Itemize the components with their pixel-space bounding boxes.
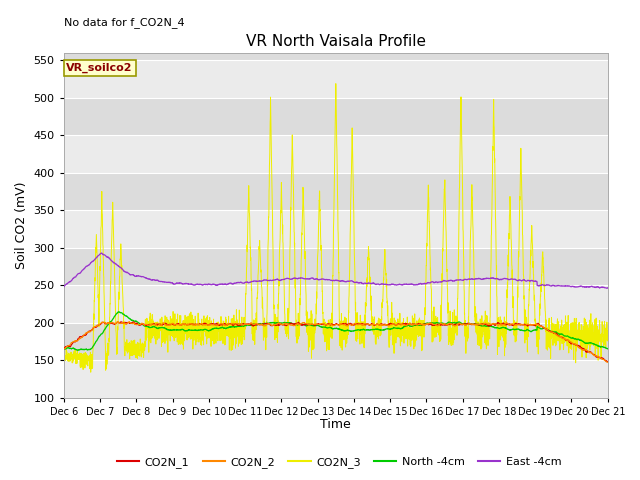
Title: VR North Vaisala Profile: VR North Vaisala Profile xyxy=(246,34,426,48)
Bar xyxy=(64,248,608,285)
Bar xyxy=(64,53,608,60)
X-axis label: Time: Time xyxy=(321,419,351,432)
Y-axis label: Soil CO2 (mV): Soil CO2 (mV) xyxy=(15,181,28,269)
Text: No data for f_CO2N_4: No data for f_CO2N_4 xyxy=(64,17,184,28)
Bar xyxy=(64,360,608,398)
Legend: CO2N_1, CO2N_2, CO2N_3, North -4cm, East -4cm: CO2N_1, CO2N_2, CO2N_3, North -4cm, East… xyxy=(113,452,566,472)
Bar xyxy=(64,210,608,248)
Bar xyxy=(64,285,608,323)
Bar xyxy=(64,173,608,210)
Bar xyxy=(64,135,608,173)
Bar xyxy=(64,97,608,135)
Bar xyxy=(64,323,608,360)
Bar xyxy=(64,60,608,97)
Text: VR_soilco2: VR_soilco2 xyxy=(67,63,133,73)
